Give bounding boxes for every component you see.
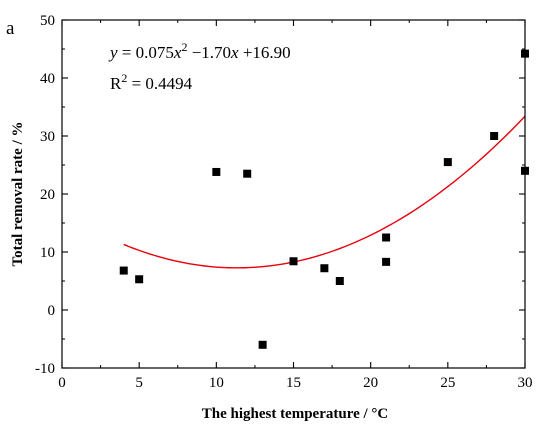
r2-value: = 0.4494 (127, 74, 192, 93)
plot-frame (61, 19, 526, 369)
y-tick-label: 50 (40, 13, 55, 29)
eq-coef-c: +16.90 (239, 43, 291, 62)
x-tick-label: 30 (518, 375, 533, 391)
data-point (212, 167, 221, 176)
r2-r: R (110, 74, 122, 93)
x-tick-label: 0 (58, 375, 66, 391)
panel-label: a (6, 18, 15, 39)
data-point (382, 257, 391, 266)
data-point (382, 233, 391, 242)
x-tick-label: 10 (209, 375, 224, 391)
y-axis-title: Total removal rate / % (10, 122, 26, 267)
data-point (135, 275, 144, 284)
data-point (289, 257, 298, 266)
data-point (335, 277, 344, 285)
y-tick-label: 0 (48, 303, 56, 319)
eq-y: y (108, 43, 118, 62)
r2-exponent: 2 (121, 71, 127, 85)
x-tick-label: 25 (440, 375, 455, 391)
y-tick-label: -10 (35, 361, 55, 377)
eq-exponent: 2 (181, 40, 187, 54)
y-tick-label: 30 (40, 129, 55, 145)
y-tick-label: 40 (40, 71, 55, 87)
y-tick-label: 10 (40, 245, 55, 261)
data-point (490, 132, 499, 140)
eq-x1: x (173, 43, 182, 62)
fit-curve (123, 115, 526, 269)
data-point (258, 340, 267, 349)
x-axis-title: The highest temperature / °C (202, 406, 389, 422)
eq-x2: x (230, 43, 239, 62)
y-tick-label: 20 (40, 187, 55, 203)
x-tick-label: 20 (363, 375, 378, 391)
data-point (243, 169, 252, 178)
r-squared: R2 = 0.4494 (110, 71, 193, 93)
x-tick-label: 5 (135, 375, 143, 391)
data-point (320, 264, 329, 273)
data-point (119, 266, 128, 275)
data-point (443, 158, 452, 167)
axis-ticks (61, 19, 526, 369)
eq-coef-a: = 0.075 (118, 43, 174, 62)
eq-coef-b: −1.70 (187, 43, 231, 62)
fit-equation: y = 0.075x2 −1.70x +16.90 (108, 40, 291, 62)
data-points (119, 49, 529, 349)
x-tick-label: 15 (286, 375, 301, 391)
